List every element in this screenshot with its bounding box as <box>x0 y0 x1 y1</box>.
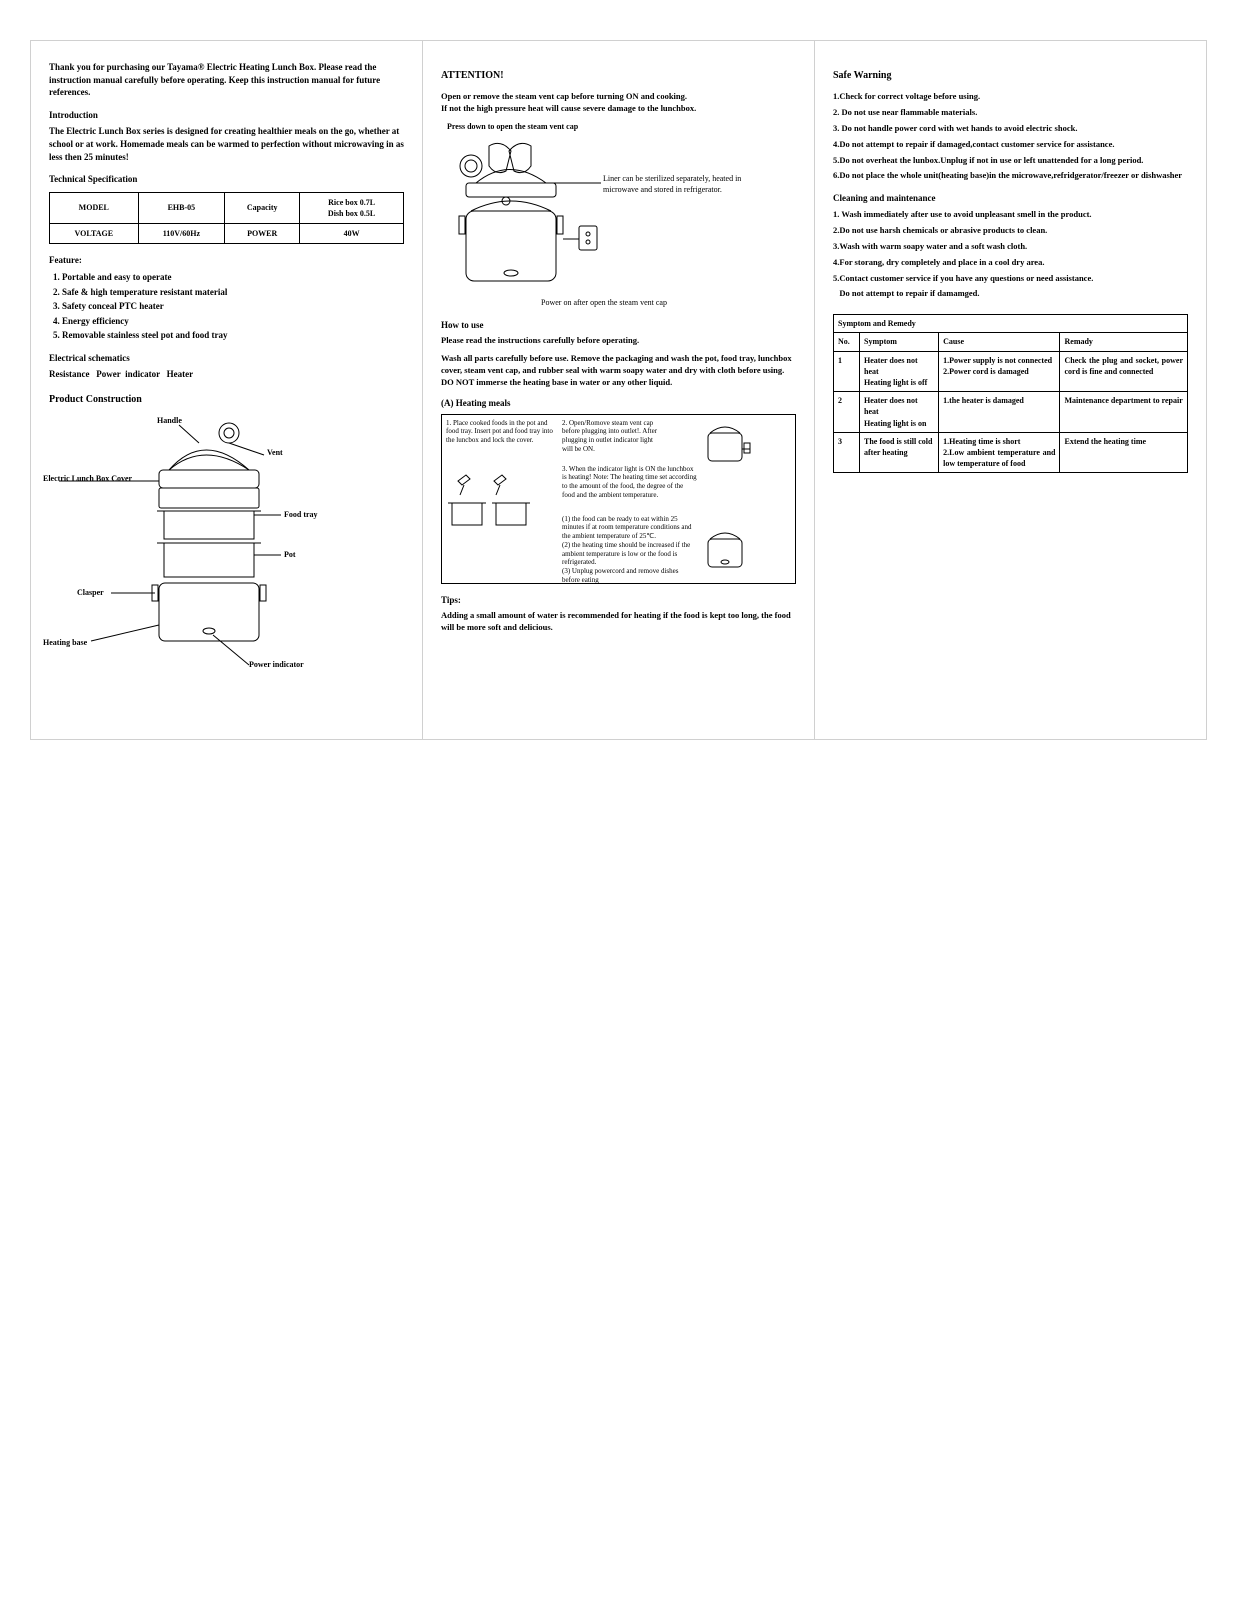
remedy-header: Remady <box>1060 333 1188 351</box>
spec-cell: POWER <box>225 224 300 244</box>
safe-heading: Safe Warning <box>833 69 1188 83</box>
remedy-header: Cause <box>939 333 1060 351</box>
step1: 1. Place cooked foods in the pot and foo… <box>446 419 556 445</box>
power-label: Power on after open the steam vent cap <box>541 297 667 308</box>
construction-heading: Product Construction <box>49 393 404 407</box>
press-label: Press down to open the steam vent cap <box>447 121 578 132</box>
feature-item: 4. Energy efficiency <box>53 315 404 328</box>
spec-cell: VOLTAGE <box>50 224 139 244</box>
spec-cell: MODEL <box>50 192 139 223</box>
feature-heading: Feature: <box>49 254 404 267</box>
clean-item: Do not attempt to repair if damamged. <box>833 288 1188 300</box>
column-1: Thank you for purchasing our Tayama® Ele… <box>30 41 422 739</box>
how-line: Please read the instructions carefully b… <box>441 335 796 347</box>
thanks-para: Thank you for purchasing our Tayama® Ele… <box>49 61 404 99</box>
feature-item: 5. Removable stainless steel pot and foo… <box>53 329 404 342</box>
step-notes: (1) the food can be ready to eat within … <box>562 515 697 585</box>
wash-para: Wash all parts carefully before use. Rem… <box>441 353 796 389</box>
warn-item: 6.Do not place the whole unit(heating ba… <box>833 170 1188 182</box>
heating-box: 1. Place cooked foods in the pot and foo… <box>441 414 796 584</box>
remedy-cell: Heater does not heat Heating light is on <box>860 392 939 433</box>
label-pot: Pot <box>284 549 296 560</box>
spec-cell: 40W <box>300 224 404 244</box>
remedy-cell: 1.Power supply is not connected 2.Power … <box>939 351 1060 392</box>
warn-item: 5.Do not overheat the lunbox.Unplug if n… <box>833 155 1188 167</box>
clean-item: 3.Wash with warm soapy water and a soft … <box>833 241 1188 253</box>
construction-svg <box>49 415 329 675</box>
label-base: Heating base <box>43 637 87 648</box>
liner-label: Liner can be sterilized separately, heat… <box>603 173 753 195</box>
feature-item: 3. Safety conceal PTC heater <box>53 300 404 313</box>
small-icons-svg <box>446 473 556 533</box>
feature-item: 1. Portable and easy to operate <box>53 271 404 284</box>
mini-box2-svg <box>702 525 752 575</box>
warn-item: 3. Do not handle power cord with wet han… <box>833 123 1188 135</box>
feature-list: 1. Portable and easy to operate 2. Safe … <box>53 271 404 342</box>
remedy-cell: 1.Heating time is short 2.Low ambient te… <box>939 432 1060 473</box>
remedy-caption: Symptom and Remedy <box>834 315 1188 333</box>
label-clasper: Clasper <box>77 587 104 598</box>
clean-item: 1. Wash immediately after use to avoid u… <box>833 209 1188 221</box>
attn-line1: Open or remove the steam vent cap before… <box>441 91 796 103</box>
remedy-header: No. <box>834 333 860 351</box>
remedy-cell: Extend the heating time <box>1060 432 1188 473</box>
column-3: Safe Warning 1.Check for correct voltage… <box>814 41 1206 739</box>
remedy-cell: Maintenance department to repair <box>1060 392 1188 433</box>
attention-heading: ATTENTION! <box>441 69 796 83</box>
clean-heading: Cleaning and maintenance <box>833 192 1188 205</box>
warn-item: 4.Do not attempt to repair if damaged,co… <box>833 139 1188 151</box>
remedy-cell: Heater does not heat Heating light is of… <box>860 351 939 392</box>
spec-cell: Capacity <box>225 192 300 223</box>
label-handle: Handle <box>157 415 182 426</box>
elec-heading: Electrical schematics <box>49 352 404 365</box>
step3: 3. When the indicator light is ON the lu… <box>562 465 697 500</box>
warn-item: 1.Check for correct voltage before using… <box>833 91 1188 103</box>
remedy-cell: The food is still cold after heating <box>860 432 939 473</box>
step2: 2. Open/Romove steam vent cap before plu… <box>562 419 662 454</box>
mini-box1-svg <box>702 419 752 479</box>
spec-cell: EHB-05 <box>138 192 225 223</box>
column-2: ATTENTION! Open or remove the steam vent… <box>422 41 814 739</box>
construction-diagram: Handle Vent Electric Lunch Box Cover Foo… <box>49 415 329 675</box>
clean-item: 4.For storang, dry completely and place … <box>833 257 1188 269</box>
feature-item: 2. Safe & high temperature resistant mat… <box>53 286 404 299</box>
clean-item: 5.Contact customer service if you have a… <box>833 273 1188 285</box>
remedy-cell: Check the plug and socket, power cord is… <box>1060 351 1188 392</box>
how-heading: How to use <box>441 319 796 332</box>
label-tray: Food tray <box>284 509 318 520</box>
label-cover: Electric Lunch Box Cover <box>43 473 132 484</box>
remedy-cell: 2 <box>834 392 860 433</box>
manual-page: Thank you for purchasing our Tayama® Ele… <box>30 40 1207 740</box>
elec-line: Resistance Power indicator Heater <box>49 368 404 381</box>
clean-list: 1. Wash immediately after use to avoid u… <box>833 209 1188 300</box>
top-diagram-svg <box>441 121 751 311</box>
label-indicator: Power indicator <box>249 659 304 670</box>
intro-body: The Electric Lunch Box series is designe… <box>49 125 404 163</box>
warn-item: 2. Do not use near flammable materials. <box>833 107 1188 119</box>
remedy-table: Symptom and Remedy No. Symptom Cause Rem… <box>833 314 1188 473</box>
warn-list: 1.Check for correct voltage before using… <box>833 91 1188 182</box>
remedy-cell: 1.the heater is damaged <box>939 392 1060 433</box>
top-diagram: Press down to open the steam vent cap Li… <box>441 121 751 311</box>
tips-body: Adding a small amount of water is recomm… <box>441 610 796 634</box>
remedy-header: Symptom <box>860 333 939 351</box>
remedy-cell: 3 <box>834 432 860 473</box>
spec-table: MODEL EHB-05 Capacity Rice box 0.7L Dish… <box>49 192 404 245</box>
tips-heading: Tips: <box>441 594 796 607</box>
clean-item: 2.Do not use harsh chemicals or abrasive… <box>833 225 1188 237</box>
attn-line2: If not the high pressure heat will cause… <box>441 103 796 115</box>
spec-heading: Technical Specification <box>49 173 404 186</box>
remedy-cell: 1 <box>834 351 860 392</box>
a-heading: (A) Heating meals <box>441 397 796 410</box>
spec-cell: Rice box 0.7L Dish box 0.5L <box>300 192 404 223</box>
intro-heading: Introduction <box>49 109 404 122</box>
label-vent: Vent <box>267 447 283 458</box>
spec-cell: 110V/60Hz <box>138 224 225 244</box>
